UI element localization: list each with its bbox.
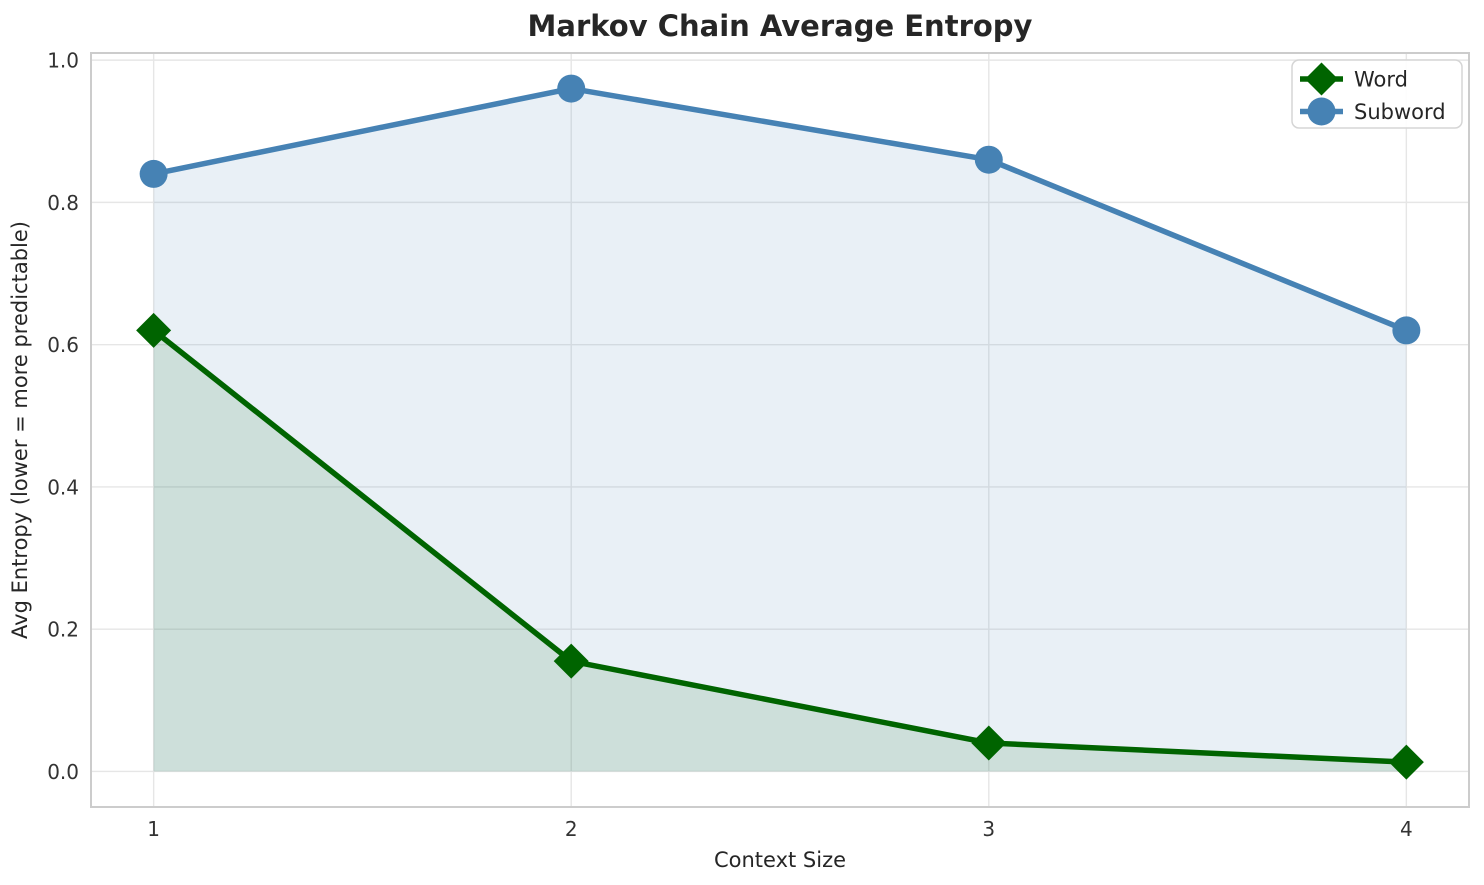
- x-tick-labels: 1 2 3 4: [147, 817, 1412, 841]
- y-tick-label: 0.6: [47, 333, 79, 357]
- legend-item-word: Word: [1300, 62, 1408, 96]
- y-tick-label: 1.0: [47, 49, 79, 73]
- word-marker: [553, 643, 589, 679]
- subword-marker: [557, 74, 586, 103]
- x-tick-label: 3: [982, 817, 995, 841]
- y-tick-label: 0.0: [47, 760, 79, 784]
- legend-item-subword: Subword: [1300, 97, 1446, 126]
- chart-title: Markov Chain Average Entropy: [528, 9, 1033, 43]
- word-marker: [1388, 744, 1424, 780]
- plot-border: [90, 52, 1470, 808]
- subword-line: [150, 85, 1410, 334]
- x-tick-label: 2: [565, 817, 578, 841]
- word-diamond-icon: [1305, 62, 1338, 96]
- y-tick-labels: 0.0 0.2 0.4 0.6 0.8 1.0: [47, 49, 79, 784]
- y-tick-label: 0.8: [47, 191, 79, 215]
- x-axis-label: Context Size: [714, 848, 846, 872]
- word-area-fill: [153, 330, 1407, 772]
- gridlines: [91, 53, 1469, 807]
- legend-label-subword: Subword: [1354, 100, 1446, 124]
- subword-marker: [139, 159, 168, 188]
- subword-circle-icon: [1307, 97, 1336, 126]
- area-fills: [153, 88, 1407, 772]
- x-tick-label: 4: [1400, 817, 1413, 841]
- word-marker: [136, 312, 172, 348]
- subword-marker: [974, 145, 1003, 174]
- legend-label-word: Word: [1354, 68, 1408, 92]
- y-tick-label: 0.2: [47, 618, 79, 642]
- subword-area-fill: [153, 88, 1407, 772]
- word-line: [150, 327, 1410, 765]
- word-marker: [971, 725, 1007, 761]
- x-tick-label: 1: [147, 817, 160, 841]
- y-axis-label: Avg Entropy (lower = more predictable): [8, 221, 32, 639]
- y-tick-label: 0.4: [47, 475, 79, 499]
- data-series: [136, 74, 1424, 780]
- legend: Word Subword: [1291, 59, 1463, 129]
- subword-marker: [1392, 316, 1421, 345]
